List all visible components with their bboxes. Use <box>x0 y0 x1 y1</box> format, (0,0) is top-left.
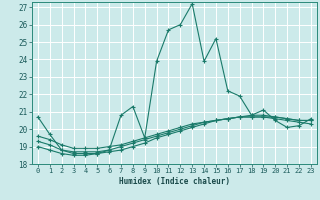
X-axis label: Humidex (Indice chaleur): Humidex (Indice chaleur) <box>119 177 230 186</box>
